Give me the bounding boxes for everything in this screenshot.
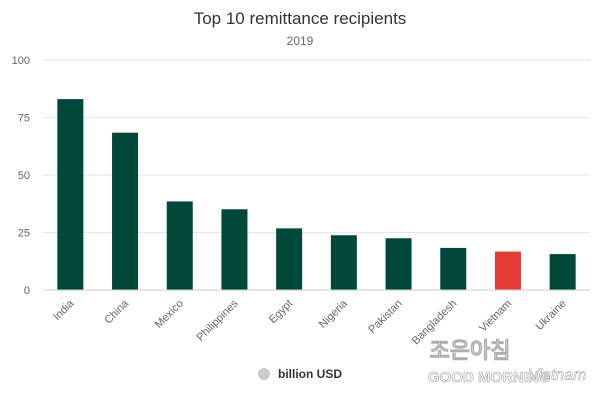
bar-mexico[interactable] — [166, 201, 193, 290]
bars — [57, 99, 576, 290]
bar-pakistan[interactable] — [385, 238, 412, 290]
x-tick-label: Egypt — [267, 298, 295, 326]
bar-philippines[interactable] — [221, 209, 248, 290]
bar-china[interactable] — [112, 132, 139, 290]
watermark-good-morning: GOOD MORNING — [428, 369, 551, 386]
bar-india[interactable] — [57, 99, 84, 290]
legend[interactable]: billion USD — [258, 367, 342, 381]
watermark-korean: 조은아침 — [430, 338, 511, 363]
y-tick-label: 75 — [18, 113, 30, 125]
bar-vietnam[interactable] — [494, 251, 521, 290]
x-tick-label: Philippines — [194, 297, 240, 343]
x-tick-label: Vietnam — [477, 298, 514, 335]
x-tick-label: Ukraine — [533, 298, 568, 333]
legend-marker — [258, 368, 270, 380]
bar-egypt[interactable] — [276, 228, 303, 290]
watermark-vietnam: Vietnam — [528, 367, 586, 384]
y-tick-label: 25 — [18, 228, 30, 240]
y-tick-label: 50 — [18, 170, 30, 182]
y-tick-label: 100 — [12, 55, 30, 67]
bar-bangladesh[interactable] — [440, 247, 467, 290]
x-tick-label: Pakistan — [366, 298, 404, 336]
x-tick-label: Mexico — [153, 298, 186, 331]
y-tick-label: 0 — [24, 285, 30, 297]
bar-ukraine[interactable] — [549, 254, 576, 290]
x-tick-label: India — [51, 297, 77, 323]
x-tick-label: China — [102, 297, 131, 326]
bar-nigeria[interactable] — [330, 235, 357, 290]
legend-label: billion USD — [278, 367, 342, 381]
watermark: 조은아침 GOOD MORNING Vietnam — [428, 338, 587, 387]
y-axis-ticks: 0 25 50 75 100 — [12, 55, 30, 297]
chart-subtitle: 2019 — [287, 34, 314, 48]
x-tick-label: Nigeria — [317, 297, 351, 331]
chart-title: Top 10 remittance recipients — [194, 9, 407, 28]
